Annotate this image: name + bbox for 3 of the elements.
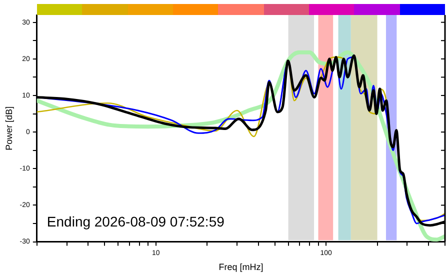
x-axis-title: Freq [mHz] bbox=[218, 262, 264, 272]
y-axis-title: Power [dB] bbox=[4, 106, 14, 150]
annotation: Ending 2026-08-09 07:52:59 bbox=[46, 214, 225, 230]
